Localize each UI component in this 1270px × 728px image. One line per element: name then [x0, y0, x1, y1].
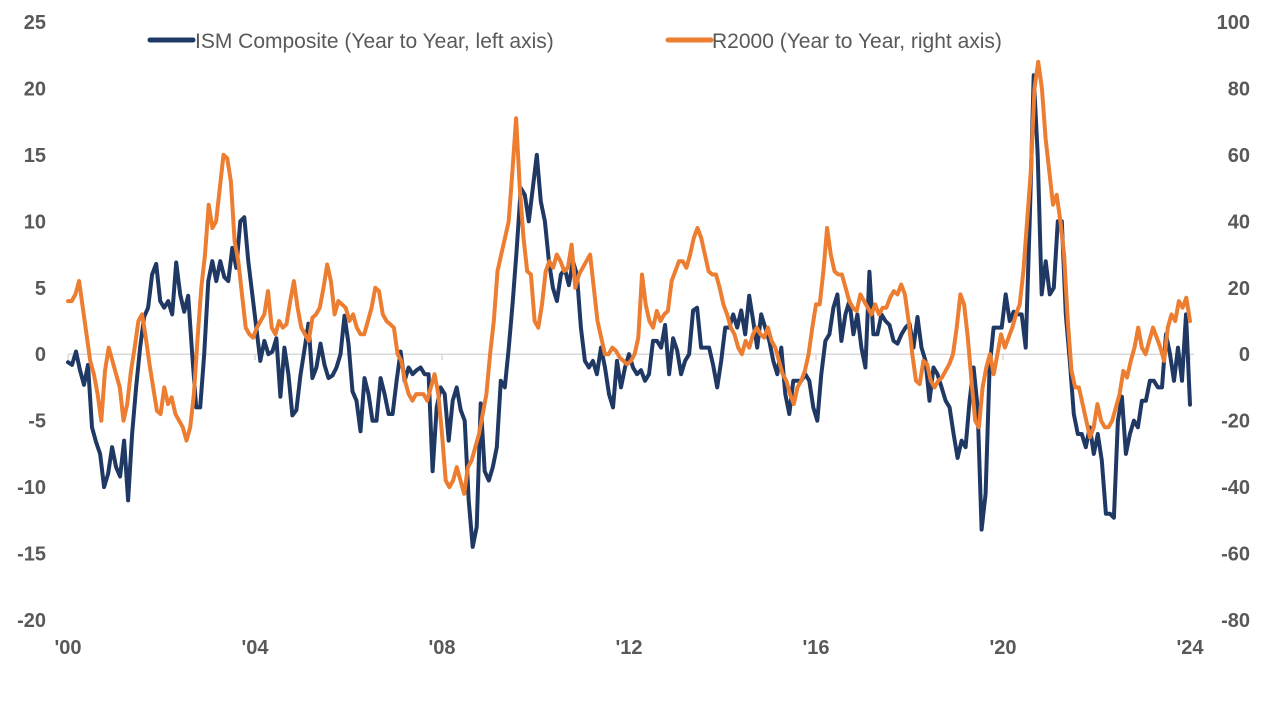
- legend: ISM Composite (Year to Year, left axis) …: [147, 30, 1002, 53]
- legend-label-r2000: R2000 (Year to Year, right axis): [712, 30, 1002, 53]
- y-right-tick-label: -80: [1221, 610, 1250, 632]
- legend-item-r2000: R2000 (Year to Year, right axis): [665, 30, 1002, 53]
- y-left-tick-label: -20: [17, 610, 46, 632]
- y-axis-right: 100 80 60 40 20 0 -20 -40 -60 -80: [1217, 12, 1250, 632]
- x-tick-label: '24: [1176, 637, 1204, 659]
- x-tick-label: '00: [54, 637, 81, 659]
- x-tick-label: '04: [241, 637, 269, 659]
- x-tick-label: '08: [428, 637, 455, 659]
- y-left-tick-label: 5: [35, 278, 46, 300]
- y-left-tick-label: 10: [24, 211, 46, 233]
- y-right-tick-label: 60: [1228, 145, 1250, 167]
- y-right-tick-label: 20: [1228, 278, 1250, 300]
- y-left-tick-label: 15: [24, 145, 46, 167]
- y-left-tick-label: 25: [24, 12, 46, 34]
- y-left-tick-label: -15: [17, 544, 46, 566]
- x-axis: '00 '04 '08 '12 '16 '20 '24: [54, 354, 1204, 659]
- y-right-tick-label: 80: [1228, 78, 1250, 100]
- y-right-tick-label: -60: [1221, 544, 1250, 566]
- y-right-tick-label: -20: [1221, 411, 1250, 433]
- y-left-tick-label: 20: [24, 78, 46, 100]
- y-right-tick-label: 40: [1228, 211, 1250, 233]
- y-right-tick-label: 100: [1217, 12, 1250, 34]
- series-line-ism-composite: [66, 73, 1192, 549]
- x-tick-label: '16: [802, 637, 829, 659]
- y-left-tick-label: -10: [17, 477, 46, 499]
- x-tick-label: '12: [615, 637, 642, 659]
- y-right-tick-label: -40: [1221, 477, 1250, 499]
- x-tick-label: '20: [989, 637, 1016, 659]
- y-right-tick-label: 0: [1239, 344, 1250, 366]
- legend-item-ism: ISM Composite (Year to Year, left axis): [147, 30, 554, 53]
- series-line-r2000: [66, 59, 1192, 496]
- series-layer: [66, 59, 1192, 549]
- legend-label-ism: ISM Composite (Year to Year, left axis): [195, 30, 554, 53]
- y-axis-left: 25 20 15 10 5 0 -5 -10 -15 -20: [17, 12, 46, 632]
- y-left-tick-label: 0: [35, 344, 46, 366]
- y-left-tick-label: -5: [28, 411, 46, 433]
